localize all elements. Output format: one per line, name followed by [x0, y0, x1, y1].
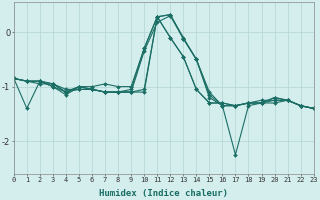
X-axis label: Humidex (Indice chaleur): Humidex (Indice chaleur)	[99, 189, 228, 198]
